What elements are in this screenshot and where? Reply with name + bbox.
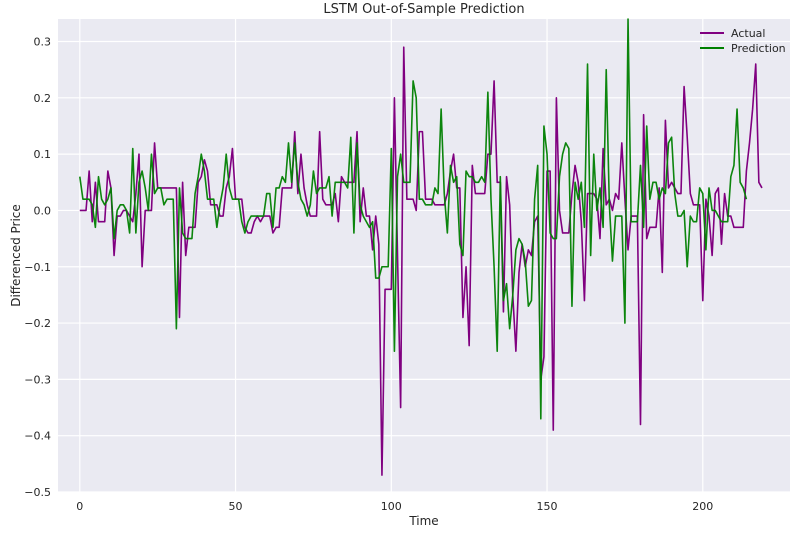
legend-label-prediction: Prediction [731,42,786,55]
y-tick-label: −0.4 [24,430,51,443]
grid [58,19,790,493]
y-tick-label: 0.0 [34,204,52,217]
plot-area [58,19,790,492]
y-axis-label: Differenced Price [9,204,23,307]
x-tick-label: 50 [229,500,243,513]
series-layer [79,18,763,476]
x-tick-label: 0 [76,500,83,513]
y-tick-label: −0.2 [24,317,51,330]
y-tick-label: 0.2 [34,92,52,105]
axis-ticks: 0 50 100 150 200 −0.5 −0.4 −0.3 −0.2 −0.1 0.0 0.1 0.… [24,36,713,513]
y-tick-label: −0.1 [24,261,51,274]
y-tick-label: 0.3 [34,36,52,49]
series-line-prediction [79,18,748,420]
y-tick-label: −0.3 [24,373,51,386]
legend: Actual Prediction [700,27,786,55]
legend-label-actual: Actual [731,27,765,40]
x-axis-label: Time [408,514,438,528]
x-tick-label: 200 [692,500,713,513]
y-tick-label: 0.1 [34,148,52,161]
x-tick-label: 150 [537,500,558,513]
x-tick-label: 100 [381,500,402,513]
y-tick-label: −0.5 [24,486,51,499]
chart-title: LSTM Out-of-Sample Prediction [323,2,524,17]
